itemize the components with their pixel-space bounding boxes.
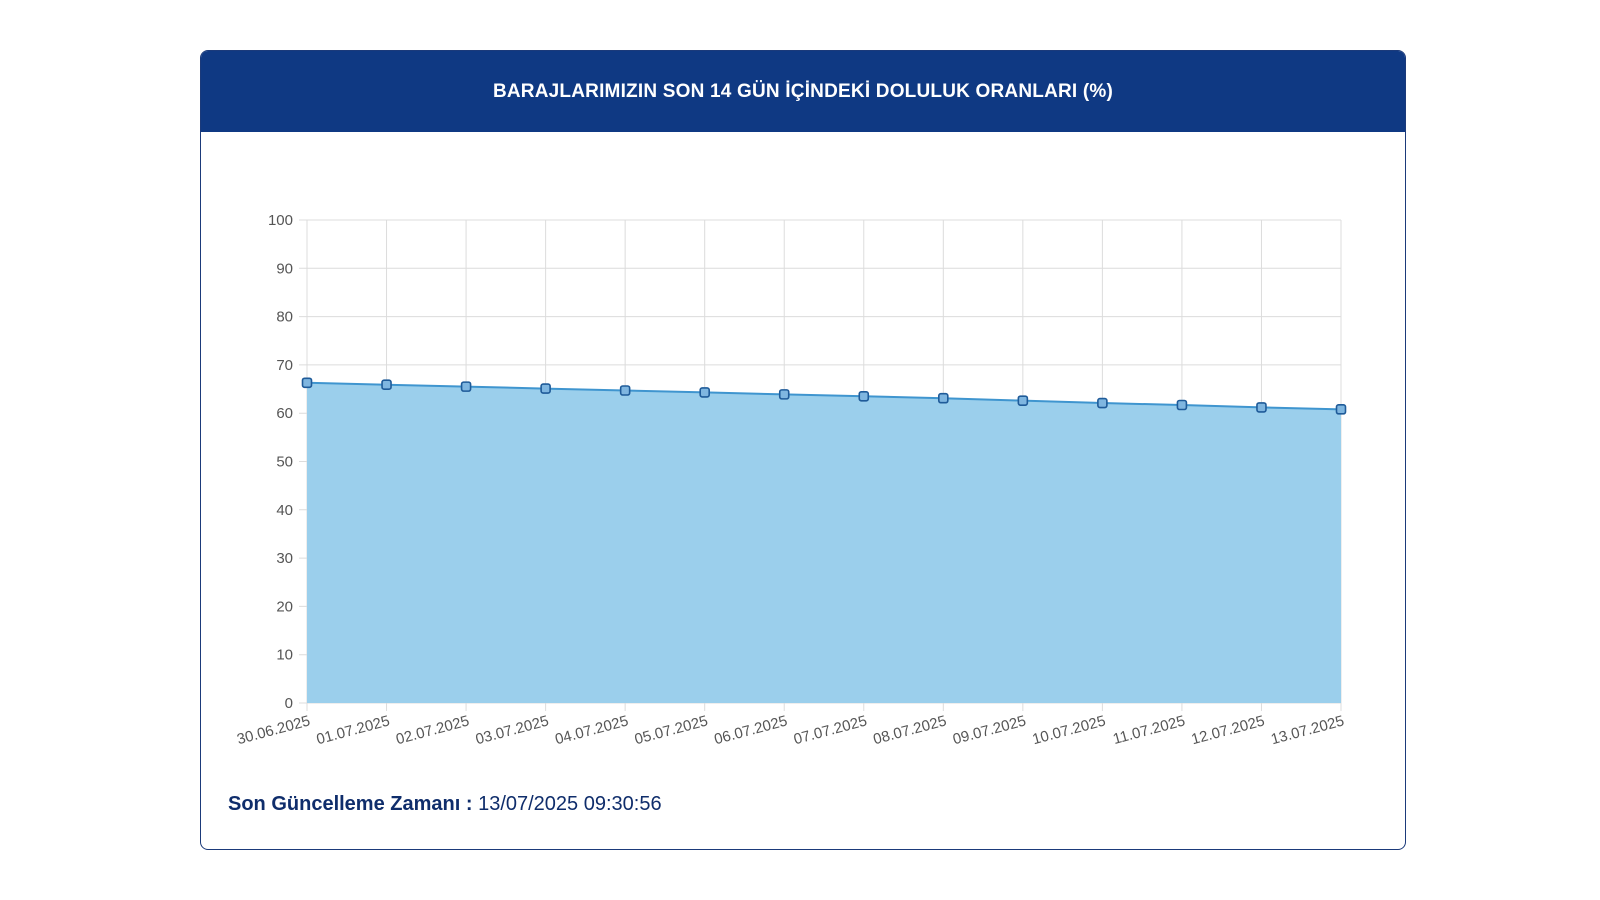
data-point[interactable] [1256,402,1267,413]
last-update: Son Güncelleme Zamanı : 13/07/2025 09:30… [228,793,662,816]
data-point[interactable] [858,390,870,402]
occupancy-chart: 0 10 20 30 40 50 60 70 80 90 100 30.06.2025 01.07.2… [235,212,1347,748]
y-tick-label: 30 [276,550,293,567]
line-layer [306,381,1342,411]
y-tick-label: 60 [276,405,293,422]
x-tick-label: 11.07.2025 [1111,712,1187,748]
y-axis-ticks: 0 10 20 30 40 50 60 70 80 90 100 [268,212,293,712]
chart-area: 0 10 20 30 40 50 60 70 80 90 100 30.06.2025 01.07.2… [201,132,1405,772]
x-tick-label: 12.07.2025 [1190,712,1267,748]
data-point[interactable] [938,392,949,404]
y-tick-label: 10 [276,647,293,664]
dam-occupancy-card: BARAJLARIMIZIN SON 14 GÜN İÇİNDEKİ DOLUL… [200,50,1406,850]
data-point[interactable] [1176,399,1188,411]
card-header: BARAJLARIMIZIN SON 14 GÜN İÇİNDEKİ DOLUL… [201,51,1405,132]
data-point[interactable] [699,387,710,398]
y-tick-label: 90 [276,260,293,277]
data-point[interactable] [540,383,551,394]
y-tick-label: 0 [285,695,293,712]
x-tick-label: 03.07.2025 [474,712,551,748]
y-tick-label: 50 [276,454,293,471]
x-tick-label: 01.07.2025 [315,712,392,748]
last-update-label: Son Güncelleme Zamanı : [228,793,473,815]
point-layer [301,377,1347,415]
data-point[interactable] [381,379,392,391]
x-tick-label: 10.07.2025 [1031,712,1108,748]
x-tick-label: 30.06.2025 [235,712,312,748]
x-tick-label: 02.07.2025 [394,712,471,748]
chart-title: BARAJLARIMIZIN SON 14 GÜN İÇİNDEKİ DOLUL… [492,80,1114,102]
data-point[interactable] [1335,404,1347,415]
x-tick-label: 13.07.2025 [1269,712,1346,748]
last-update-value: 13/07/2025 09:30:56 [478,793,662,815]
data-point[interactable] [619,385,631,396]
x-tick-label: 08.07.2025 [871,712,948,748]
data-point[interactable] [1017,395,1029,406]
y-tick-label: 100 [268,212,293,229]
x-tick-label: 06.07.2025 [712,712,789,748]
x-tick-label: 07.07.2025 [792,712,869,748]
area-layer [307,382,1341,703]
data-point[interactable] [460,381,472,392]
x-tick-label: 04.07.2025 [553,712,630,748]
data-point[interactable] [301,377,313,389]
y-tick-label: 70 [276,357,293,374]
y-tick-label: 20 [276,598,293,615]
x-tick-label: 05.07.2025 [633,712,710,748]
data-point[interactable] [1097,397,1108,409]
y-tick-label: 80 [276,309,293,326]
series-line [306,381,1342,411]
y-tick-label: 40 [276,502,293,519]
x-axis-ticks: 30.06.2025 01.07.2025 02.07.2025 03.07.2025… [235,712,1346,748]
series-area [307,382,1341,703]
data-point[interactable] [778,389,790,400]
x-tick-label: 09.07.2025 [951,712,1028,748]
